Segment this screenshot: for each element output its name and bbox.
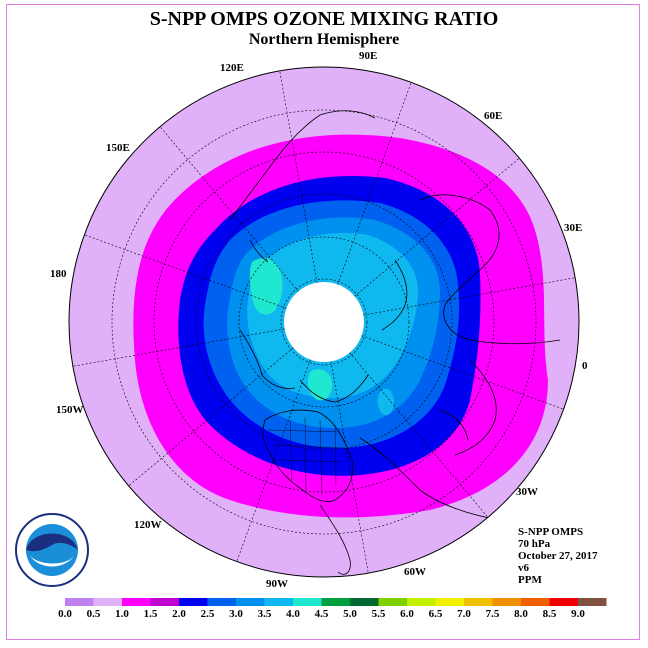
ozone-band-3-5-south: [307, 369, 333, 401]
longitude-label: 120E: [220, 62, 244, 74]
colorbar-tick-label: 5.0: [343, 608, 357, 620]
colorbar-tick-label: 0.5: [86, 608, 101, 620]
colorbar-tick-label: 6.5: [428, 608, 443, 620]
colorbar-swatch: [150, 598, 179, 606]
longitude-label: 90W: [266, 578, 288, 590]
colorbar-swatch: [492, 598, 521, 606]
longitude-label: 60E: [484, 110, 503, 122]
colorbar-swatch: [521, 598, 550, 606]
colorbar-tick-label: 9.0: [571, 608, 585, 620]
longitude-label: 150W: [56, 404, 84, 416]
colorbar: [65, 598, 607, 606]
info-block: S-NPP OMPS 70 hPa October 27, 2017 v6 PP…: [518, 526, 598, 586]
info-instrument: S-NPP OMPS: [518, 526, 584, 538]
info-date: October 27, 2017: [518, 550, 598, 562]
colorbar-swatch: [236, 598, 265, 606]
colorbar-swatch: [93, 598, 122, 606]
ozone-band-3-5-west: [249, 258, 283, 315]
map-boundary: [68, 66, 580, 578]
colorbar-swatch: [578, 598, 607, 606]
longitude-label: 0: [582, 360, 588, 372]
longitude-label: 30E: [564, 222, 583, 234]
map-title: S-NPP OMPS OZONE MIXING RATIO: [149, 8, 499, 30]
colorbar-swatch: [122, 598, 151, 606]
info-level: 70 hPa: [518, 538, 551, 550]
colorbar-tick-label: 4.5: [314, 608, 329, 620]
ozone-band-3-0-east: [377, 388, 394, 416]
latitude-circles: [111, 109, 537, 535]
colorbar-tick-label: 2.0: [172, 608, 186, 620]
colorbar-swatch: [464, 598, 493, 606]
colorbar-tick-label: 5.5: [371, 608, 386, 620]
colorbar-swatch: [407, 598, 436, 606]
colorbar-tick-label: 2.5: [200, 608, 215, 620]
colorbar-labels: 0.0 0.5 1.0 1.5 2.0 2.5 3.0 3.5 4.0 4.5 5.0 5.5 6.0 6…: [0, 608, 648, 622]
colorbar-swatch: [179, 598, 208, 606]
info-version: v6: [518, 562, 529, 574]
colorbar-swatch: [65, 598, 94, 606]
longitude-label: 180: [50, 268, 67, 280]
colorbar-tick-label: 7.0: [457, 608, 471, 620]
longitude-label: 30W: [516, 486, 538, 498]
colorbar-swatch: [435, 598, 464, 606]
colorbar-tick-label: 1.0: [115, 608, 129, 620]
colorbar-tick-label: 7.5: [485, 608, 500, 620]
colorbar-swatch: [350, 598, 379, 606]
colorbar-swatch: [321, 598, 350, 606]
info-unit: PPM: [518, 574, 542, 586]
longitude-label: 150E: [106, 142, 130, 154]
colorbar-swatch: [207, 598, 236, 606]
figure-frame: [6, 4, 640, 640]
political-borders: [267, 417, 346, 496]
colorbar-tick-label: 8.5: [542, 608, 557, 620]
longitude-label: 120W: [134, 519, 162, 531]
colorbar-tick-label: 0.0: [58, 608, 72, 620]
colorbar-tick-label: 3.0: [229, 608, 243, 620]
colorbar-tick-label: 1.5: [143, 608, 158, 620]
longitude-label: 60W: [404, 566, 426, 578]
colorbar-swatch: [293, 598, 322, 606]
colorbar-swatch: [378, 598, 407, 606]
colorbar-tick-label: 8.0: [514, 608, 528, 620]
colorbar-tick-label: 6.0: [400, 608, 414, 620]
colorbar-tick-label: 4.0: [286, 608, 300, 620]
longitude-label: 90E: [359, 50, 378, 62]
colorbar-tick-label: 3.5: [257, 608, 272, 620]
colorbar-swatch: [264, 598, 293, 606]
polar-no-data-region: [284, 282, 364, 362]
map-subtitle: Northern Hemisphere: [248, 31, 400, 48]
coastlines: [229, 110, 561, 575]
colorbar-swatch: [549, 598, 578, 606]
